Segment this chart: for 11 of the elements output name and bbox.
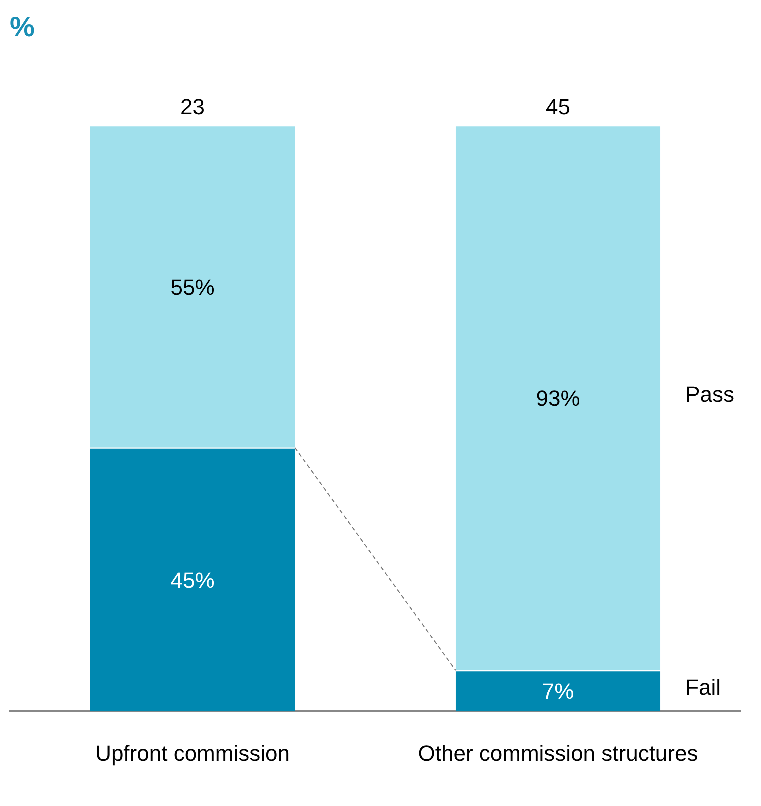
data-label: 93% xyxy=(536,386,580,412)
data-label: 55% xyxy=(170,274,215,300)
series-label: Pass xyxy=(686,382,735,408)
chart-title: % xyxy=(10,12,35,43)
data-label: 45% xyxy=(170,568,215,593)
text: 45 xyxy=(546,94,570,120)
text: 23 xyxy=(180,94,205,120)
x-tick-label: Upfront commission xyxy=(96,740,290,766)
data-label: 7% xyxy=(542,679,574,704)
x-tick-label: Other commission structures xyxy=(418,740,698,766)
series-label: Fail xyxy=(686,675,722,700)
